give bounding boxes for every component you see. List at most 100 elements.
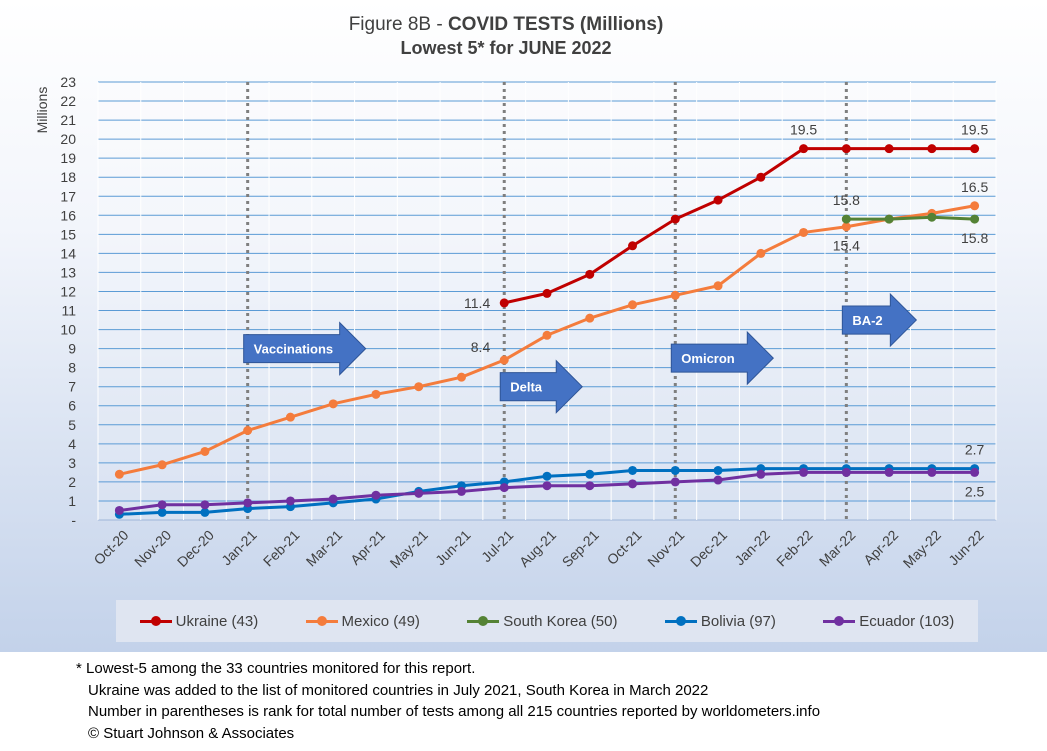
x-tick-label: May-21 bbox=[387, 527, 431, 571]
y-tick-label: 4 bbox=[68, 436, 76, 452]
y-axis-label: Millions bbox=[34, 87, 50, 134]
arrow-omicron: Omicron bbox=[670, 330, 774, 386]
legend-swatch-dot bbox=[316, 616, 327, 626]
data-point bbox=[884, 214, 894, 224]
data-point bbox=[243, 498, 253, 508]
chart-title: Figure 8B - COVID TESTS (Millions) bbox=[349, 14, 664, 35]
data-point bbox=[970, 144, 980, 154]
data-point bbox=[628, 300, 638, 310]
data-point bbox=[970, 467, 980, 477]
y-tick-label: - bbox=[71, 512, 76, 528]
legend-swatch-dot bbox=[834, 616, 845, 626]
y-tick-label: 23 bbox=[60, 74, 76, 90]
chart-title-bold: COVID TESTS (Millions) bbox=[448, 14, 663, 35]
data-point bbox=[670, 465, 680, 475]
data-point bbox=[756, 248, 766, 258]
data-point bbox=[157, 500, 167, 510]
data-point bbox=[542, 288, 552, 298]
y-tick-label: 11 bbox=[61, 303, 76, 319]
data-point bbox=[157, 460, 167, 470]
y-tick-label: 8 bbox=[68, 360, 76, 376]
data-point bbox=[414, 488, 424, 498]
legend-item: South Korea (50) bbox=[467, 613, 618, 630]
x-tick-label: Feb-22 bbox=[773, 527, 816, 570]
data-point bbox=[970, 201, 980, 211]
data-point bbox=[285, 496, 295, 506]
data-point bbox=[585, 469, 595, 479]
y-tick-label: 20 bbox=[60, 131, 76, 147]
data-label: 15.8 bbox=[961, 230, 988, 246]
data-point bbox=[628, 465, 638, 475]
data-point bbox=[927, 144, 937, 154]
data-point bbox=[713, 475, 723, 485]
data-point bbox=[799, 467, 809, 477]
x-tick-label: Dec-20 bbox=[174, 527, 217, 570]
data-label: 15.4 bbox=[833, 238, 860, 254]
series-ecuador bbox=[114, 467, 980, 515]
data-point bbox=[713, 465, 723, 475]
legend-swatch bbox=[823, 614, 856, 628]
data-point bbox=[285, 412, 295, 422]
footnote-rank-explanation: Number in parentheses is rank for total … bbox=[88, 703, 821, 720]
y-tick-label: 6 bbox=[68, 398, 76, 414]
y-tick-label: 10 bbox=[60, 322, 76, 338]
series-ukraine bbox=[499, 144, 980, 308]
data-point bbox=[841, 467, 851, 477]
data-point bbox=[670, 214, 680, 224]
arrow-ba-2: BA-2 bbox=[841, 292, 918, 348]
data-point bbox=[713, 195, 723, 205]
data-point bbox=[200, 446, 210, 456]
y-tick-label: 13 bbox=[60, 264, 76, 280]
x-tick-label: Jul-21 bbox=[478, 527, 516, 565]
series-line bbox=[846, 215, 975, 221]
data-point bbox=[585, 269, 595, 279]
y-tick-label: 2 bbox=[68, 474, 76, 490]
legend-item: Ukraine (43) bbox=[139, 613, 258, 630]
data-point bbox=[456, 486, 466, 496]
x-tick-label: Jan-22 bbox=[731, 527, 773, 569]
data-label: 19.5 bbox=[961, 122, 988, 138]
line-chart: Figure 8B - COVID TESTS (Millions) Lowes… bbox=[34, 14, 997, 571]
x-tick-label: Jan-21 bbox=[218, 527, 260, 569]
arrow-shape bbox=[499, 359, 583, 414]
data-point bbox=[628, 241, 638, 251]
y-tick-label: 17 bbox=[60, 188, 76, 204]
legend-item: Bolivia (97) bbox=[664, 613, 776, 630]
x-tick-label: Nov-20 bbox=[131, 527, 174, 570]
data-point bbox=[841, 214, 851, 224]
arrow-delta: Delta bbox=[499, 359, 583, 414]
chart-title-prefix: Figure 8B - bbox=[349, 14, 448, 35]
data-point bbox=[243, 425, 253, 435]
x-tick-label: Apr-22 bbox=[860, 527, 901, 568]
data-point bbox=[799, 144, 809, 154]
arrow-label: BA-2 bbox=[852, 313, 882, 328]
series-south-korea bbox=[841, 212, 980, 224]
data-point bbox=[200, 507, 210, 517]
arrow-label: Vaccinations bbox=[254, 342, 333, 357]
data-labels: 19.5 19.5 11.4 16.5 15.8 15.4 15.8 8.4 2.7 2.5 bbox=[464, 122, 988, 500]
data-point bbox=[371, 389, 381, 399]
data-point bbox=[542, 481, 552, 491]
data-label: 11.4 bbox=[464, 295, 490, 311]
data-point bbox=[157, 507, 167, 517]
legend-item: Mexico (49) bbox=[305, 613, 420, 630]
arrow-vaccinations: Vaccinations bbox=[243, 321, 367, 376]
data-point bbox=[542, 330, 552, 340]
data-point bbox=[628, 479, 638, 489]
data-point bbox=[884, 144, 894, 154]
x-tick-label: Oct-21 bbox=[604, 527, 645, 568]
data-point bbox=[841, 222, 851, 232]
data-point bbox=[585, 313, 595, 323]
arrow-shape bbox=[841, 292, 918, 348]
footnote-copyright: © Stuart Johnson & Associates bbox=[88, 724, 295, 742]
y-tick-label: 14 bbox=[60, 245, 76, 261]
legend-item: Ecuador (103) bbox=[823, 613, 954, 630]
data-point bbox=[756, 469, 766, 479]
arrow-shape bbox=[670, 330, 774, 386]
data-label: 16.5 bbox=[961, 179, 988, 195]
legend-swatch bbox=[139, 614, 172, 628]
x-tick-label: Jun-21 bbox=[432, 527, 474, 569]
x-tick-label: Oct-20 bbox=[90, 527, 131, 568]
data-point bbox=[927, 467, 937, 477]
data-label: 15.8 bbox=[833, 192, 860, 208]
